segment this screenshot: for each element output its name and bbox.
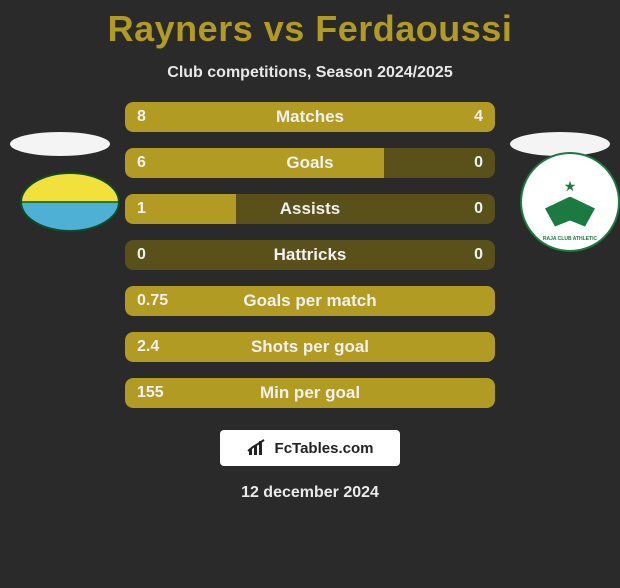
stat-value-right: 0	[474, 246, 483, 264]
stat-value-left: 8	[137, 108, 146, 126]
bar-left-fill	[125, 148, 384, 178]
stat-row: 1 0 Assists	[125, 194, 495, 224]
stat-label: Goals per match	[243, 291, 376, 311]
brand-box: FcTables.com	[220, 430, 400, 466]
club-badge-left	[20, 152, 120, 252]
stat-value-left: 0.75	[137, 292, 168, 310]
stat-label: Min per goal	[260, 383, 360, 403]
stat-label: Goals	[286, 153, 333, 173]
stat-row: 0.75 Goals per match	[125, 286, 495, 316]
brand-text: FcTables.com	[275, 440, 374, 457]
stat-value-right: 0	[474, 200, 483, 218]
badge-ribbon-text: RAJA CLUB ATHLETIC	[532, 236, 609, 242]
page-title: Rayners vs Ferdaoussi	[0, 8, 620, 50]
stat-row: 8 4 Matches	[125, 102, 495, 132]
stat-value-left: 2.4	[137, 338, 159, 356]
stat-label: Assists	[280, 199, 340, 219]
comparison-container: ★ RAJA CLUB ATHLETIC 8 4 Matches 6 0 Goals 1 0 A…	[0, 102, 620, 408]
stat-value-left: 6	[137, 154, 146, 172]
star-icon: ★	[564, 178, 577, 195]
stat-label: Matches	[276, 107, 344, 127]
stat-value-left: 0	[137, 246, 146, 264]
eagle-icon	[545, 197, 595, 227]
stat-row: 0 0 Hattricks	[125, 240, 495, 270]
stat-bars: 8 4 Matches 6 0 Goals 1 0 Assists 0 0 Hattricks 0.75…	[125, 102, 495, 408]
stat-value-left: 1	[137, 200, 146, 218]
stat-value-right: 4	[474, 108, 483, 126]
sundowns-badge-icon	[20, 172, 120, 232]
subtitle: Club competitions, Season 2024/2025	[0, 64, 620, 82]
raja-badge-icon: ★ RAJA CLUB ATHLETIC	[520, 152, 620, 252]
stat-label: Shots per goal	[251, 337, 369, 357]
stat-value-left: 155	[137, 384, 164, 402]
club-badge-right: ★ RAJA CLUB ATHLETIC	[520, 152, 620, 252]
stat-row: 2.4 Shots per goal	[125, 332, 495, 362]
stat-row: 6 0 Goals	[125, 148, 495, 178]
bar-chart-icon	[247, 439, 269, 457]
date-text: 12 december 2024	[0, 484, 620, 502]
stat-value-right: 0	[474, 154, 483, 172]
stat-label: Hattricks	[274, 245, 347, 265]
stat-row: 155 Min per goal	[125, 378, 495, 408]
